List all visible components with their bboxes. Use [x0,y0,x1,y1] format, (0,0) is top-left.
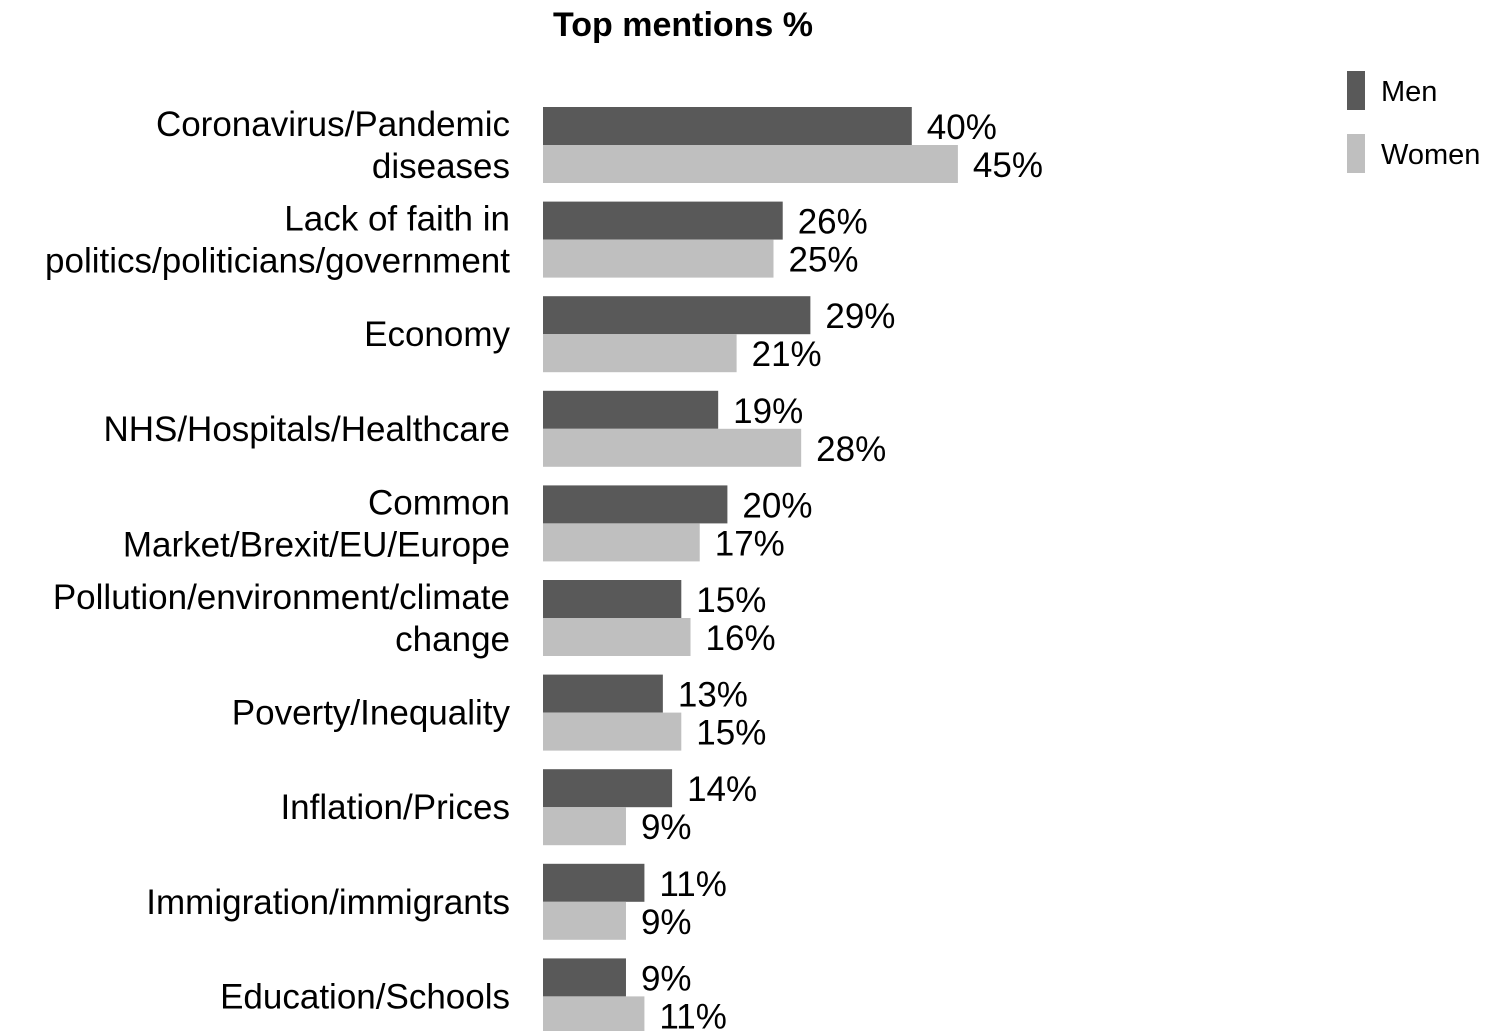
category-label-7: Inflation/Prices [280,788,510,827]
category-label-5: Pollution/environment/climate change [53,578,510,659]
value-label-men-6: 13% [678,676,748,715]
category-label-3: NHS/Hospitals/Healthcare [103,410,510,449]
value-label-women-0: 45% [973,146,1043,185]
legend-swatch-women [1347,134,1365,173]
value-label-women-1: 25% [789,241,859,280]
value-label-men-8: 11% [659,865,726,904]
value-labels: 40%45%26%25%29%21%19%28%20%17%15%16%13%1… [641,108,1043,1031]
category-label-6: Poverty/Inequality [232,694,511,733]
bar-women-9 [543,996,645,1031]
category-label-4: Common Market/Brexit/EU/Europe [123,483,510,564]
value-label-men-9: 9% [641,959,692,998]
category-label-2: Economy [364,315,510,354]
bar-women-3 [543,428,802,467]
value-label-women-2: 21% [752,335,822,374]
category-labels: Coronavirus/Pandemic diseases Lack of fait… [45,105,510,1016]
bar-men-3 [543,390,719,429]
bar-women-6 [543,712,682,751]
value-label-men-1: 26% [798,203,868,242]
legend-swatch-men [1347,71,1365,110]
value-label-men-3: 19% [733,392,803,431]
bar-men-1 [543,201,783,240]
value-label-men-5: 15% [696,581,766,620]
category-label-9: Education/Schools [220,977,510,1016]
bar-men-8 [543,863,645,902]
legend-label-women: Women [1381,139,1480,171]
bar-women-1 [543,239,774,278]
bar-women-8 [543,901,626,940]
value-label-men-4: 20% [742,486,812,525]
bar-women-2 [543,334,737,373]
bar-women-7 [543,807,626,846]
value-label-women-5: 16% [706,619,776,658]
value-label-women-6: 15% [696,714,766,753]
category-label-0: Coronavirus/Pandemic diseases [156,105,510,186]
bar-men-4 [543,485,728,524]
value-label-women-4: 17% [715,524,785,563]
bar-men-2 [543,296,811,335]
bar-men-6 [543,674,663,713]
chart-title: Top mentions % [553,6,813,44]
bar-women-5 [543,618,691,656]
bar-women-4 [543,523,700,562]
category-label-1: Lack of faith in politics/politicians/gov… [45,200,510,281]
bar-women-0 [543,145,958,183]
value-label-women-7: 9% [641,808,692,847]
value-label-men-7: 14% [687,770,757,809]
value-label-men-2: 29% [825,297,895,336]
legend-label-men: Men [1381,76,1437,108]
category-label-8: Immigration/immigrants [146,883,510,922]
bar-men-0 [543,107,912,145]
value-label-women-8: 9% [641,903,692,942]
bars-group [543,107,958,1031]
bar-men-7 [543,769,673,808]
value-label-women-9: 11% [659,997,726,1031]
bar-men-5 [543,580,682,618]
value-label-women-3: 28% [816,430,886,469]
value-label-men-0: 40% [927,108,997,147]
legend: Men Women [1347,71,1480,173]
bar-men-9 [543,958,626,997]
